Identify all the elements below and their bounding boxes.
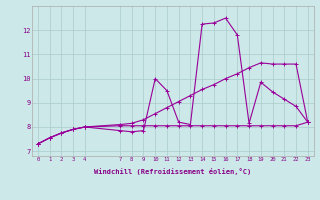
X-axis label: Windchill (Refroidissement éolien,°C): Windchill (Refroidissement éolien,°C) [94,168,252,175]
